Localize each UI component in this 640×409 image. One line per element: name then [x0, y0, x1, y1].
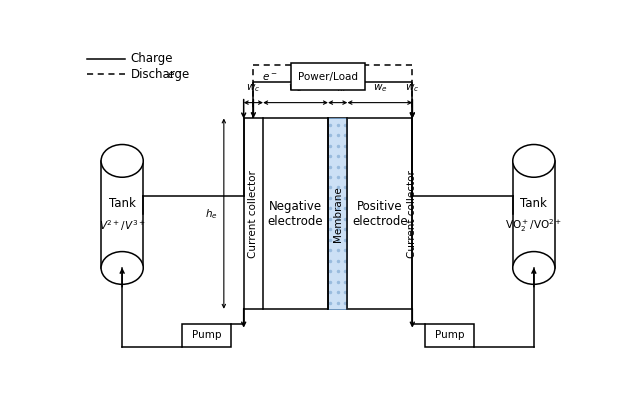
Text: Discharge: Discharge: [131, 68, 190, 81]
Text: Power/Load: Power/Load: [298, 72, 358, 82]
Text: Membrane: Membrane: [333, 186, 342, 241]
Text: $V^{2+}/V^{3+}$: $V^{2+}/V^{3+}$: [99, 218, 145, 233]
Text: $w_m$: $w_m$: [329, 82, 346, 94]
Text: $e^-$: $e^-$: [262, 72, 278, 83]
Text: $e^-$: $e^-$: [167, 70, 182, 81]
Text: Negative
electrode: Negative electrode: [268, 200, 323, 228]
Text: $h_e$: $h_e$: [205, 207, 218, 220]
Ellipse shape: [513, 252, 555, 284]
Text: Tank: Tank: [109, 197, 136, 210]
Text: Charge: Charge: [131, 52, 173, 65]
Text: $w_e$: $w_e$: [288, 82, 303, 94]
Text: Pump: Pump: [192, 330, 221, 340]
Text: $w_c$: $w_c$: [246, 82, 260, 94]
Bar: [328, 118, 348, 309]
Bar: [291, 63, 365, 90]
Bar: [182, 324, 231, 347]
Ellipse shape: [101, 144, 143, 177]
Ellipse shape: [101, 252, 143, 284]
Text: $w_c$: $w_c$: [405, 82, 419, 94]
Text: Positive
electrode: Positive electrode: [352, 200, 408, 228]
Text: Current collector: Current collector: [407, 170, 417, 258]
Ellipse shape: [513, 144, 555, 177]
Text: Tank: Tank: [520, 197, 547, 210]
Text: $w_e$: $w_e$: [372, 82, 387, 94]
Text: $\mathrm{VO_2^+/VO^{2+}}$: $\mathrm{VO_2^+/VO^{2+}}$: [506, 217, 563, 234]
Bar: [244, 118, 412, 309]
Text: Current collector: Current collector: [248, 170, 259, 258]
Bar: [425, 324, 474, 347]
Text: Pump: Pump: [435, 330, 464, 340]
